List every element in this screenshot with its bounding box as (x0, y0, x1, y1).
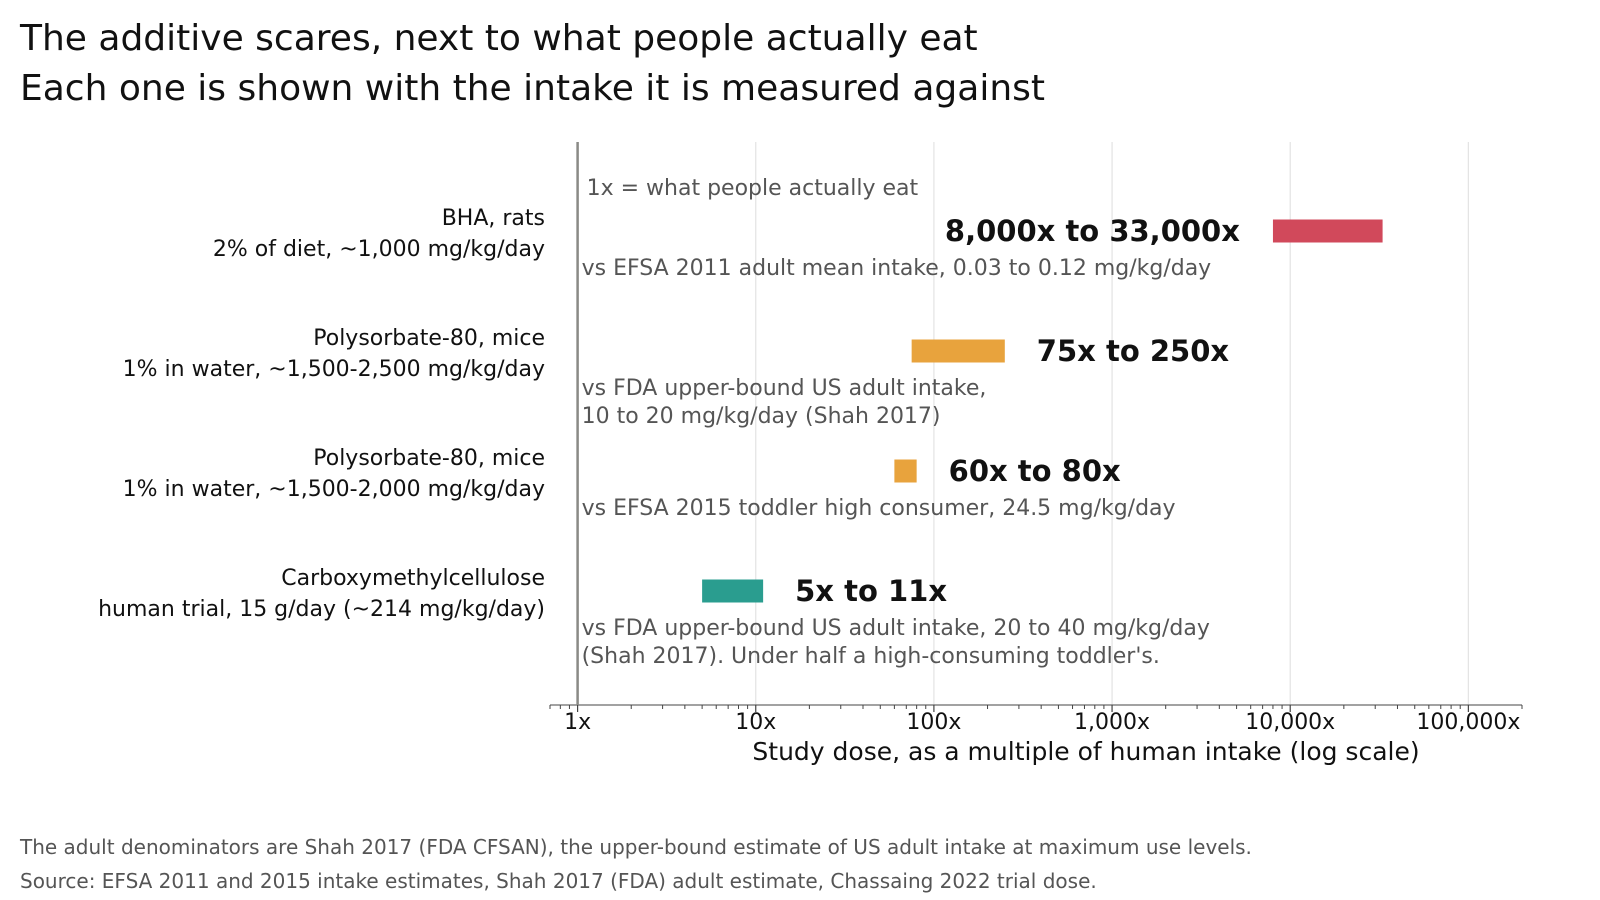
chart-title: The additive scares, next to what people… (20, 18, 978, 59)
row-note-0-0: vs EFSA 2011 adult mean intake, 0.03 to … (582, 256, 1212, 281)
category-sublabel-0: 2% of diet, ~1,000 mg/kg/day (213, 237, 545, 262)
row-note-2-0: vs EFSA 2015 toddler high consumer, 24.5… (582, 496, 1176, 521)
row-note-1-1: 10 to 20 mg/kg/day (Shah 2017) (582, 404, 941, 429)
range-bar-2 (894, 459, 917, 483)
category-label-3: Carboxymethylcellulose (281, 566, 545, 591)
row-note-1-0: vs FDA upper-bound US adult intake, (582, 376, 987, 401)
range-label-3: 5x to 11x (795, 574, 947, 608)
category-sublabel-2: 1% in water, ~1,500-2,000 mg/kg/day (123, 477, 545, 502)
range-label-1: 75x to 250x (1037, 334, 1230, 368)
range-label-0: 8,000x to 33,000x (945, 214, 1240, 248)
footer-source: Source: EFSA 2011 and 2015 intake estima… (20, 869, 1097, 893)
row-note-3-0: vs FDA upper-bound US adult intake, 20 t… (582, 616, 1210, 641)
title-block: The additive scares, next to what people… (20, 14, 1045, 114)
reference-line-label: 1x = what people actually eat (587, 176, 919, 201)
category-label-1: Polysorbate-80, mice (313, 326, 545, 351)
footer: The adult denominators are Shah 2017 (FD… (20, 830, 1252, 898)
row-note-3-1: (Shah 2017). Under half a high-consuming… (582, 644, 1160, 669)
category-sublabel-1: 1% in water, ~1,500-2,500 mg/kg/day (123, 357, 545, 382)
x-axis-label: Study dose, as a multiple of human intak… (752, 737, 1419, 766)
x-tick-label-3: 1,000x (1074, 710, 1150, 735)
chart-subtitle: Each one is shown with the intake it is … (20, 68, 1046, 109)
x-tick-label-4: 10,000x (1245, 710, 1335, 735)
range-bar-3 (702, 579, 764, 603)
category-label-2: Polysorbate-80, mice (313, 446, 545, 471)
category-label-0: BHA, rats (442, 206, 545, 231)
footer-note: The adult denominators are Shah 2017 (FD… (20, 835, 1252, 859)
x-tick-label-1: 10x (735, 710, 776, 735)
range-label-2: 60x to 80x (949, 454, 1121, 488)
x-tick-label-0: 1x (564, 710, 591, 735)
x-tick-label-5: 100,000x (1416, 710, 1520, 735)
category-sublabel-3: human trial, 15 g/day (~214 mg/kg/day) (98, 597, 545, 622)
range-bar-0 (1272, 219, 1383, 243)
x-tick-label-2: 100x (906, 710, 961, 735)
range-bar-1 (911, 339, 1005, 363)
